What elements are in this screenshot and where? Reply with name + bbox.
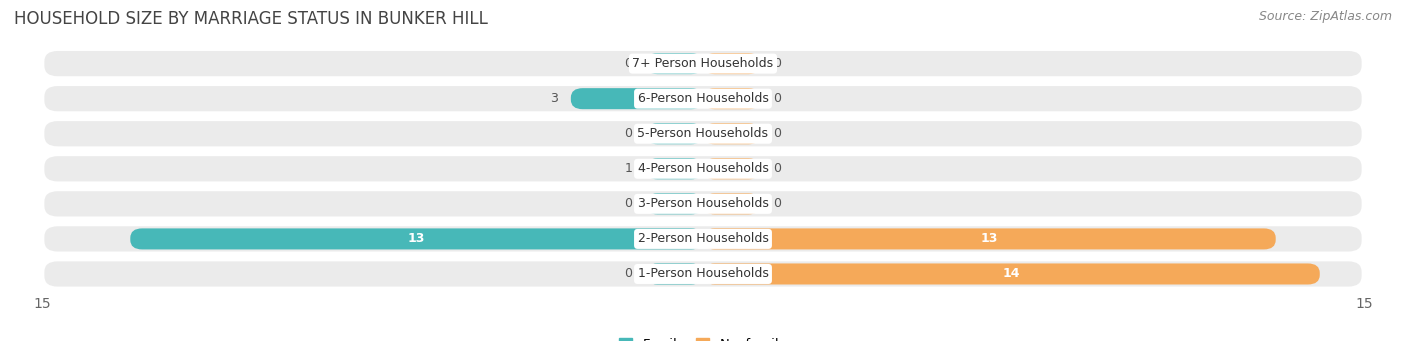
Legend: Family, Nonfamily: Family, Nonfamily [613,332,793,341]
Text: 0: 0 [624,197,633,210]
Text: 4-Person Households: 4-Person Households [637,162,769,175]
FancyBboxPatch shape [45,121,1361,146]
Text: 13: 13 [980,233,998,246]
FancyBboxPatch shape [45,226,1361,252]
FancyBboxPatch shape [645,193,703,214]
Text: 0: 0 [773,92,782,105]
FancyBboxPatch shape [703,53,761,74]
Text: 0: 0 [773,57,782,70]
FancyBboxPatch shape [45,191,1361,217]
FancyBboxPatch shape [645,264,703,284]
Text: 1: 1 [624,162,633,175]
FancyBboxPatch shape [703,228,1275,249]
Text: 14: 14 [1002,267,1021,281]
FancyBboxPatch shape [45,51,1361,76]
FancyBboxPatch shape [703,193,761,214]
Text: 0: 0 [773,197,782,210]
Text: HOUSEHOLD SIZE BY MARRIAGE STATUS IN BUNKER HILL: HOUSEHOLD SIZE BY MARRIAGE STATUS IN BUN… [14,10,488,28]
Text: 3-Person Households: 3-Person Households [637,197,769,210]
FancyBboxPatch shape [703,264,1320,284]
Text: 0: 0 [624,267,633,281]
FancyBboxPatch shape [45,261,1361,286]
Text: 5-Person Households: 5-Person Households [637,127,769,140]
Text: 0: 0 [773,127,782,140]
Text: 0: 0 [624,127,633,140]
Text: 13: 13 [408,233,426,246]
Text: 3: 3 [550,92,558,105]
Text: 0: 0 [773,162,782,175]
FancyBboxPatch shape [45,156,1361,181]
FancyBboxPatch shape [571,88,703,109]
Text: 7+ Person Households: 7+ Person Households [633,57,773,70]
FancyBboxPatch shape [703,158,761,179]
Text: 1-Person Households: 1-Person Households [637,267,769,281]
FancyBboxPatch shape [131,228,703,249]
FancyBboxPatch shape [645,158,703,179]
FancyBboxPatch shape [645,53,703,74]
Text: 0: 0 [624,57,633,70]
FancyBboxPatch shape [645,123,703,144]
Text: 2-Person Households: 2-Person Households [637,233,769,246]
FancyBboxPatch shape [703,123,761,144]
FancyBboxPatch shape [45,86,1361,111]
Text: 6-Person Households: 6-Person Households [637,92,769,105]
FancyBboxPatch shape [703,88,761,109]
Text: Source: ZipAtlas.com: Source: ZipAtlas.com [1258,10,1392,23]
